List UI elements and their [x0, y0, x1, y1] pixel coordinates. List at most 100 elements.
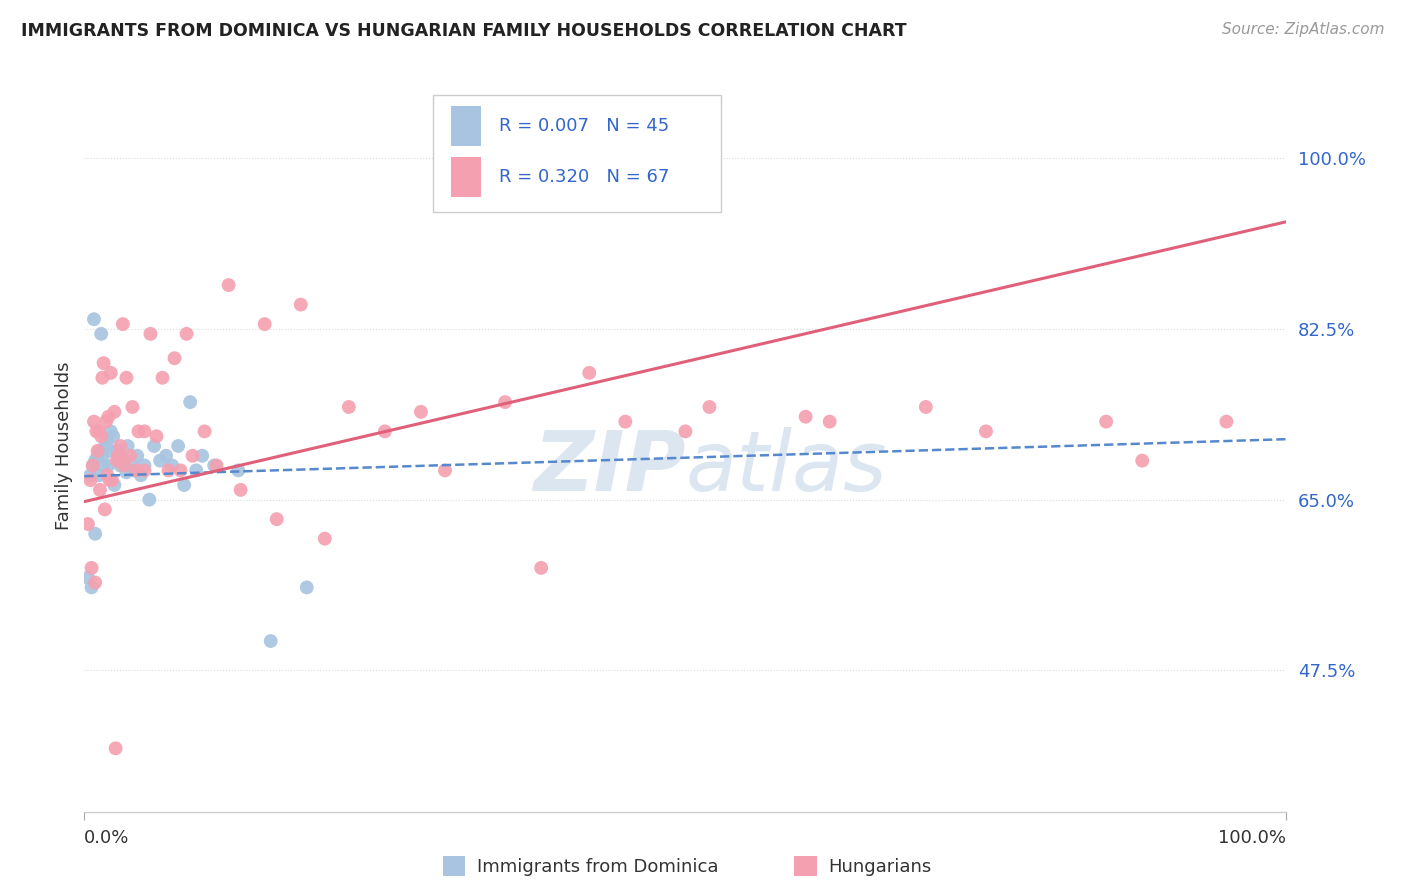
- Point: [121, 458, 143, 473]
- Point: [374, 425, 396, 439]
- Point: [155, 449, 177, 463]
- Point: [103, 405, 125, 419]
- Point: [143, 439, 166, 453]
- Point: [163, 351, 186, 366]
- Point: [82, 458, 104, 473]
- Point: [101, 473, 124, 487]
- Point: [176, 326, 198, 341]
- Point: [253, 317, 276, 331]
- Point: [409, 405, 432, 419]
- Point: [675, 425, 697, 439]
- Point: [87, 468, 110, 483]
- Point: [295, 581, 318, 595]
- Point: [96, 468, 118, 483]
- Point: [100, 425, 122, 439]
- Text: Immigrants from Dominica: Immigrants from Dominica: [477, 858, 718, 876]
- Point: [530, 561, 553, 575]
- Point: [90, 326, 112, 341]
- Point: [117, 439, 139, 453]
- Point: [818, 415, 841, 429]
- Point: [179, 395, 201, 409]
- Point: [103, 478, 125, 492]
- Point: [104, 741, 127, 756]
- Point: [118, 449, 141, 463]
- Point: [494, 395, 516, 409]
- Point: [186, 463, 208, 477]
- Point: [614, 415, 637, 429]
- Point: [266, 512, 288, 526]
- Point: [194, 425, 217, 439]
- Point: [83, 415, 105, 429]
- Point: [127, 425, 149, 439]
- Point: [98, 473, 121, 487]
- Point: [91, 449, 114, 463]
- Point: [111, 317, 134, 331]
- Text: IMMIGRANTS FROM DOMINICA VS HUNGARIAN FAMILY HOUSEHOLDS CORRELATION CHART: IMMIGRANTS FROM DOMINICA VS HUNGARIAN FA…: [21, 22, 907, 40]
- Point: [134, 458, 156, 473]
- Point: [145, 429, 167, 443]
- Text: 100.0%: 100.0%: [1219, 829, 1286, 847]
- Point: [434, 463, 457, 477]
- Point: [79, 468, 101, 483]
- Point: [87, 425, 110, 439]
- Point: [89, 443, 111, 458]
- Point: [77, 571, 100, 585]
- Point: [84, 453, 107, 467]
- Point: [97, 409, 120, 424]
- Text: atlas: atlas: [686, 427, 887, 508]
- Point: [98, 443, 121, 458]
- Point: [89, 483, 111, 497]
- Point: [96, 434, 118, 449]
- Point: [152, 370, 174, 384]
- Point: [138, 492, 160, 507]
- Point: [1130, 453, 1153, 467]
- Point: [97, 458, 120, 473]
- Point: [337, 400, 360, 414]
- Point: [578, 366, 600, 380]
- Point: [173, 478, 195, 492]
- Point: [139, 326, 162, 341]
- Point: [112, 453, 135, 467]
- Point: [1215, 415, 1237, 429]
- Point: [134, 425, 156, 439]
- Point: [157, 463, 180, 477]
- Point: [290, 297, 312, 311]
- Point: [91, 370, 114, 384]
- Point: [229, 483, 252, 497]
- Text: Hungarians: Hungarians: [828, 858, 931, 876]
- Point: [794, 409, 817, 424]
- Point: [86, 449, 108, 463]
- Point: [218, 278, 240, 293]
- Point: [160, 458, 183, 473]
- Point: [110, 449, 132, 463]
- Point: [1095, 415, 1118, 429]
- Point: [84, 575, 107, 590]
- Point: [80, 581, 103, 595]
- Point: [86, 425, 108, 439]
- Point: [205, 458, 228, 473]
- Point: [82, 458, 104, 473]
- Point: [105, 443, 128, 458]
- Point: [915, 400, 938, 414]
- Point: [100, 366, 122, 380]
- FancyBboxPatch shape: [451, 157, 481, 197]
- Point: [226, 463, 249, 477]
- Point: [122, 463, 145, 477]
- Point: [94, 439, 117, 453]
- Point: [129, 468, 152, 483]
- Point: [94, 415, 117, 429]
- Point: [94, 502, 117, 516]
- FancyBboxPatch shape: [451, 106, 481, 146]
- Point: [86, 443, 108, 458]
- Point: [314, 532, 336, 546]
- Point: [80, 561, 103, 575]
- Point: [974, 425, 997, 439]
- Point: [169, 463, 191, 477]
- Point: [93, 356, 115, 370]
- Text: ZIP: ZIP: [533, 427, 686, 508]
- Point: [77, 516, 100, 531]
- Point: [93, 458, 115, 473]
- Point: [115, 370, 138, 384]
- Point: [149, 453, 172, 467]
- Point: [121, 400, 143, 414]
